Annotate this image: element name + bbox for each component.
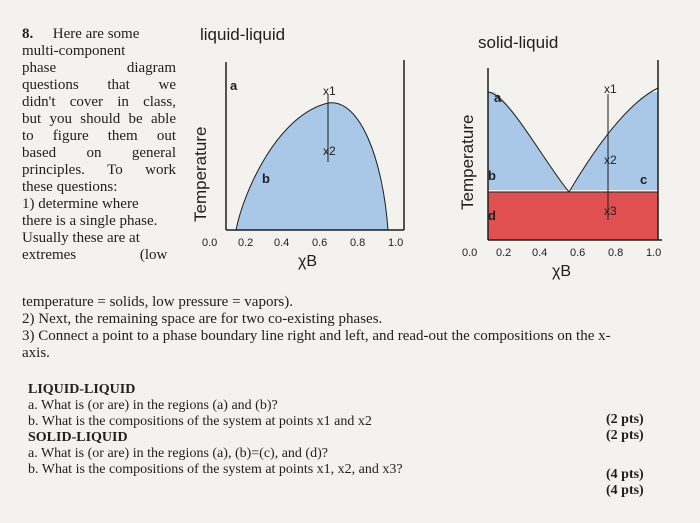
- points-ll-a: (2 pts): [606, 412, 644, 427]
- solid-liquid-heading: SOLID-LIQUID: [28, 430, 128, 445]
- tick-label: 0.4: [532, 247, 547, 259]
- intro-line: multi-component: [22, 43, 126, 59]
- intro-line: extremes (low: [22, 247, 168, 263]
- question-continuation: temperature = solids, low pressure = vap…: [22, 294, 611, 362]
- region-a: a: [230, 78, 238, 93]
- tick-label: 0.0: [462, 247, 477, 259]
- tick-label: 0.8: [350, 237, 365, 249]
- question-intro: 8. Here are some multi-component phase d…: [22, 26, 176, 264]
- points-sl-b: (4 pts): [606, 483, 644, 498]
- region-b: b: [262, 171, 270, 186]
- region-b: b: [488, 168, 496, 183]
- point-x2: x2: [323, 144, 336, 158]
- intro-line: 1) determine where: [22, 196, 139, 212]
- continuation-line: 2) Next, the remaining space are for two…: [22, 311, 383, 327]
- region-d: d: [488, 208, 496, 223]
- sl-question-b: b. What is the compositions of the syste…: [28, 462, 403, 477]
- intro-line: principles. To work: [22, 162, 176, 178]
- point-x1: x1: [604, 82, 617, 96]
- diagram-title: solid-liquid: [478, 33, 558, 52]
- single-liquid-region: [488, 70, 658, 192]
- x-axis-label: χB: [298, 253, 317, 270]
- sl-question-a: a. What is (or are) in the regions (a), …: [28, 446, 328, 461]
- question-number: 8.: [22, 26, 34, 42]
- solid-liquid-diagram: solid-liquid Temperature x1 x2 x3 a b c …: [458, 33, 662, 280]
- intro-line: based on general: [22, 145, 176, 161]
- tick-label: 0.6: [312, 237, 327, 249]
- liquid-liquid-diagram: liquid-liquid Temperature x1 x2 a b 0.0 …: [191, 25, 405, 270]
- point-x1: x1: [323, 84, 336, 98]
- points-column: (2 pts) (2 pts): [606, 412, 644, 444]
- points-sl-a: (4 pts): [606, 467, 644, 482]
- intro-line: there is a single phase.: [22, 213, 158, 229]
- sub-questions: LIQUID-LIQUID a. What is (or are) in the…: [28, 382, 448, 478]
- points-column-2: (4 pts) (4 pts): [606, 467, 644, 499]
- diagram-title: liquid-liquid: [200, 25, 285, 44]
- intro-line: Here are some: [52, 26, 140, 42]
- tick-label: 0.0: [202, 237, 217, 249]
- points-ll-b: (2 pts): [606, 428, 644, 443]
- intro-line: to figure them out: [22, 128, 176, 144]
- tick-label: 0.2: [496, 247, 511, 259]
- continuation-line: 3) Connect a point to a phase boundary l…: [22, 328, 611, 344]
- intro-line: these questions:: [22, 179, 118, 195]
- y-axis-label: Temperature: [458, 115, 477, 210]
- intro-line: Usually these are at: [22, 230, 140, 246]
- intro-line: didn't cover in class,: [22, 94, 176, 110]
- tick-label: 0.6: [570, 247, 585, 259]
- region-a: a: [494, 90, 502, 105]
- point-x2: x2: [604, 153, 617, 167]
- ll-question-b: b. What is the compositions of the syste…: [28, 414, 372, 429]
- x-axis-label: χB: [552, 263, 571, 280]
- liquidus-left: [487, 91, 570, 193]
- intro-line: but you should be able: [22, 111, 176, 127]
- tick-label: 1.0: [388, 237, 403, 249]
- solid-region: [488, 192, 658, 240]
- continuation-line: axis.: [22, 345, 50, 361]
- region-c: c: [640, 172, 647, 187]
- tick-label: 0.8: [608, 247, 623, 259]
- y-axis-label: Temperature: [191, 127, 210, 222]
- tick-label: 0.4: [274, 237, 289, 249]
- liquid-liquid-heading: LIQUID-LIQUID: [28, 382, 136, 397]
- intro-line: questions that we: [22, 77, 176, 93]
- miscibility-dome: [235, 102, 389, 231]
- intro-line: phase diagram: [22, 60, 176, 76]
- continuation-line: temperature = solids, low pressure = vap…: [22, 294, 294, 310]
- tick-label: 0.2: [238, 237, 253, 249]
- point-x3: x3: [604, 204, 617, 218]
- tick-label: 1.0: [646, 247, 661, 259]
- ll-question-a: a. What is (or are) in the regions (a) a…: [28, 398, 278, 413]
